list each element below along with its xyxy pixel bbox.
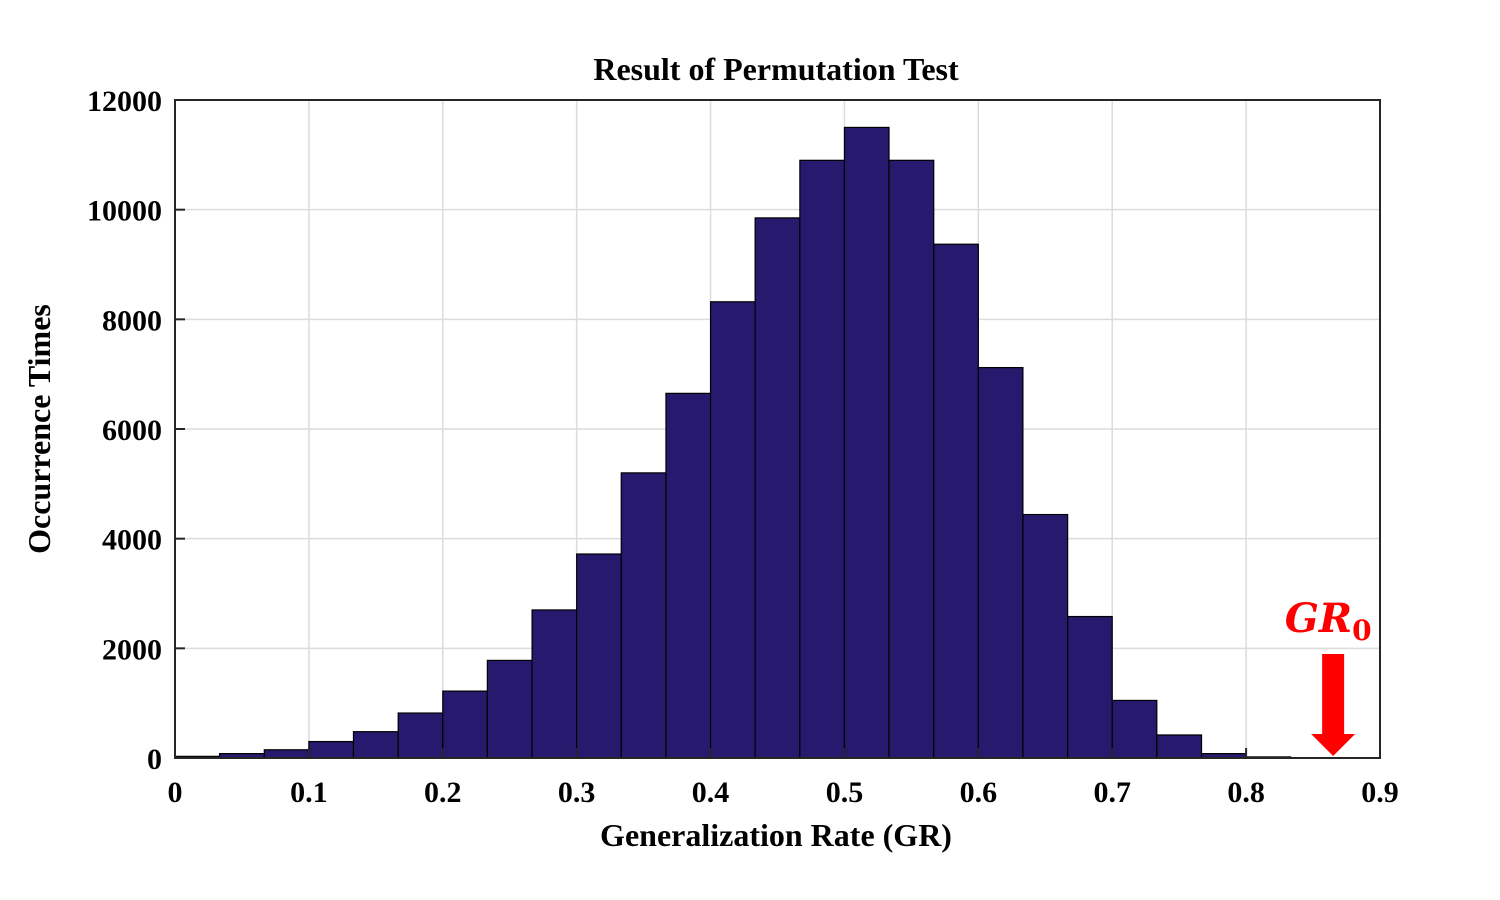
x-tick-label-5: 0.5 [826, 776, 864, 809]
histogram-bar-3 [308, 740, 355, 759]
histogram-bar-19 [1022, 513, 1069, 759]
histogram-bar-11 [665, 392, 712, 759]
histogram-bar-9 [576, 553, 622, 759]
histogram-bar-16 [888, 159, 935, 759]
histogram-bar-6 [442, 690, 488, 759]
histogram-bar-15 [843, 126, 890, 759]
histogram-bar-17 [933, 243, 979, 759]
y-axis-label: Occurrence Times [21, 304, 57, 554]
x-tick-label-6: 0.6 [960, 776, 998, 809]
y-tick-label-4: 8000 [102, 304, 162, 337]
histogram-bar-20 [1067, 615, 1113, 759]
y-tick-label-5: 10000 [87, 195, 162, 228]
x-tick-label-9: 0.9 [1361, 776, 1399, 809]
histogram-bar-13 [754, 217, 801, 759]
x-axis-label: Generalization Rate (GR) [600, 817, 952, 853]
chart-title: Result of Permutation Test [593, 51, 959, 87]
y-tick-label-0: 0 [147, 743, 162, 776]
histogram-bar-14 [799, 159, 846, 759]
histogram-bar-2 [263, 749, 310, 759]
histogram-bar-21 [1111, 699, 1158, 759]
y-tick-label-1: 2000 [102, 633, 162, 666]
histogram-bar-10 [620, 472, 667, 759]
histogram-bar-8 [531, 609, 578, 759]
histogram-bar-7 [486, 659, 533, 759]
x-tick-label-1: 0.1 [290, 776, 328, 809]
y-tick-label-2: 4000 [102, 524, 162, 557]
x-tick-label-7: 0.7 [1093, 776, 1131, 809]
x-tick-label-0: 0 [168, 776, 183, 809]
histogram-bars [174, 126, 1292, 759]
histogram-bar-22 [1156, 734, 1203, 759]
histogram-bar-5 [397, 712, 444, 759]
y-tick-label-6: 12000 [87, 85, 162, 118]
gr0-label: GR0 [1285, 595, 1372, 647]
histogram-bar-12 [709, 301, 756, 759]
gr0-annotation: GR0 [1285, 595, 1372, 756]
gr0-label-main: GR [1285, 595, 1352, 642]
gr0-arrow-icon [1311, 654, 1356, 756]
gr0-label-subscript: 0 [1352, 614, 1371, 647]
x-tick-label-2: 0.2 [424, 776, 462, 809]
y-tick-label-3: 6000 [102, 414, 162, 447]
x-tick-label-8: 0.8 [1227, 776, 1265, 809]
x-tick-label-4: 0.4 [692, 776, 730, 809]
x-tick-label-3: 0.3 [558, 776, 596, 809]
histogram-bar-18 [977, 366, 1024, 759]
axis-ticks: 0 0.1 0.2 0.3 0.4 0.5 0.6 0.7 0.8 0.9 0 2000 4000 600… [87, 85, 1399, 809]
histogram-bar-4 [352, 731, 399, 759]
